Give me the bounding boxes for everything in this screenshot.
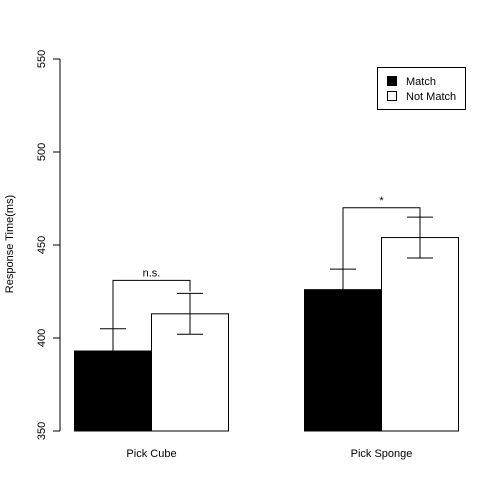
bar — [304, 289, 382, 432]
y-tick-label: 550 — [36, 50, 48, 68]
significance-label: * — [379, 195, 384, 207]
legend-swatch — [387, 91, 397, 101]
y-tick-label: 400 — [36, 329, 48, 347]
y-tick-label: 500 — [36, 143, 48, 161]
bar — [381, 237, 459, 432]
bars — [74, 237, 459, 432]
significance-annotations: n.s. * — [112, 195, 421, 329]
category-label: Pick Sponge — [351, 448, 413, 460]
significance-bracket — [112, 279, 191, 329]
category-label: Pick Cube — [126, 448, 176, 460]
y-tick-label: 350 — [36, 422, 48, 440]
y-axis: 350 400 450 500 550 — [36, 50, 61, 440]
error-bars — [100, 216, 433, 374]
legend-label: Not Match — [406, 91, 456, 103]
y-axis-title: Response Time(ms) — [4, 195, 16, 293]
legend-box — [377, 67, 466, 110]
legend-label: Match — [406, 76, 436, 88]
significance-label: n.s. — [143, 267, 161, 279]
legend-swatch — [387, 76, 397, 86]
category-labels: Pick Cube Pick Sponge — [126, 448, 412, 460]
y-tick-label: 450 — [36, 236, 48, 254]
legend: Match Not Match — [377, 67, 466, 110]
significance-bracket — [342, 207, 421, 270]
